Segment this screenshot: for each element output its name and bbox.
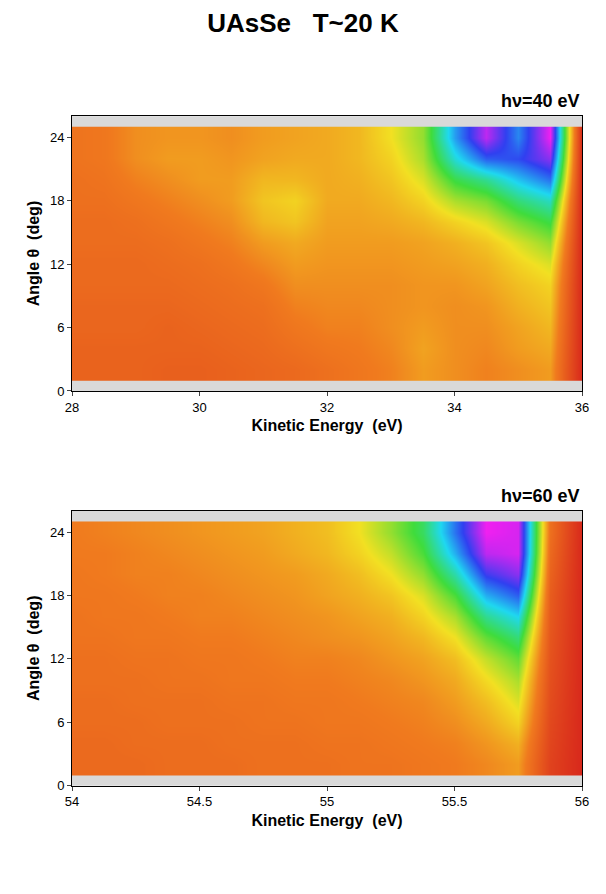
svg-text:55: 55 <box>320 794 334 809</box>
svg-text:6: 6 <box>57 320 64 335</box>
svg-text:18: 18 <box>50 193 64 208</box>
svg-text:Angle θ (deg): Angle θ (deg) <box>25 201 42 307</box>
svg-text:34: 34 <box>447 400 461 415</box>
svg-text:UAsSe T~20 K: UAsSe T~20 K <box>207 8 399 38</box>
svg-text:6: 6 <box>57 715 64 730</box>
svg-text:Kinetic Energy (eV): Kinetic Energy (eV) <box>251 812 402 829</box>
svg-text:Angle θ (deg): Angle θ (deg) <box>25 596 42 702</box>
svg-text:24: 24 <box>50 525 64 540</box>
svg-text:Kinetic Energy (eV): Kinetic Energy (eV) <box>251 417 402 434</box>
svg-text:12: 12 <box>50 651 64 666</box>
svg-text:28: 28 <box>65 400 79 415</box>
svg-text:30: 30 <box>192 400 206 415</box>
svg-text:55.5: 55.5 <box>442 794 467 809</box>
svg-text:12: 12 <box>50 257 64 272</box>
svg-text:56: 56 <box>575 794 589 809</box>
svg-text:32: 32 <box>320 400 334 415</box>
svg-text:24: 24 <box>50 130 64 145</box>
svg-text:0: 0 <box>57 778 64 793</box>
svg-text:0: 0 <box>57 384 64 399</box>
svg-text:54: 54 <box>65 794 79 809</box>
svg-text:54.5: 54.5 <box>187 794 212 809</box>
svg-text:36: 36 <box>575 400 589 415</box>
svg-text:hν=40 eV: hν=40 eV <box>501 91 580 111</box>
svg-text:18: 18 <box>50 588 64 603</box>
svg-text:hν=60 eV: hν=60 eV <box>501 486 580 506</box>
